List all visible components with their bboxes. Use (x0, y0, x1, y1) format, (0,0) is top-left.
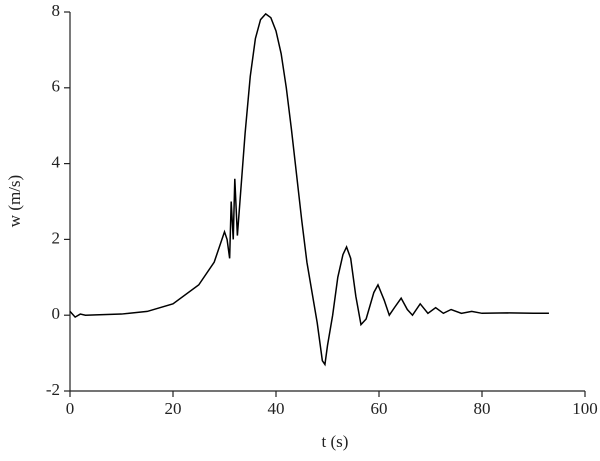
y-tick-label: -2 (46, 380, 60, 399)
x-tick-label: 60 (371, 399, 388, 418)
y-tick-label: 0 (52, 304, 61, 323)
x-tick-label: 0 (66, 399, 75, 418)
y-tick-label: 6 (52, 77, 61, 96)
y-tick-label: 4 (52, 153, 61, 172)
y-tick-label: 8 (52, 1, 61, 20)
data-line (69, 12, 549, 367)
y-axis-label: w (m/s) (5, 175, 24, 227)
x-tick-label: 80 (474, 399, 491, 418)
y-tick-label: 2 (52, 228, 61, 247)
x-tick-label: 40 (268, 399, 285, 418)
x-axis-label: t (s) (322, 432, 349, 451)
x-tick-label: 20 (165, 399, 182, 418)
x-tick-label: 100 (572, 399, 598, 418)
